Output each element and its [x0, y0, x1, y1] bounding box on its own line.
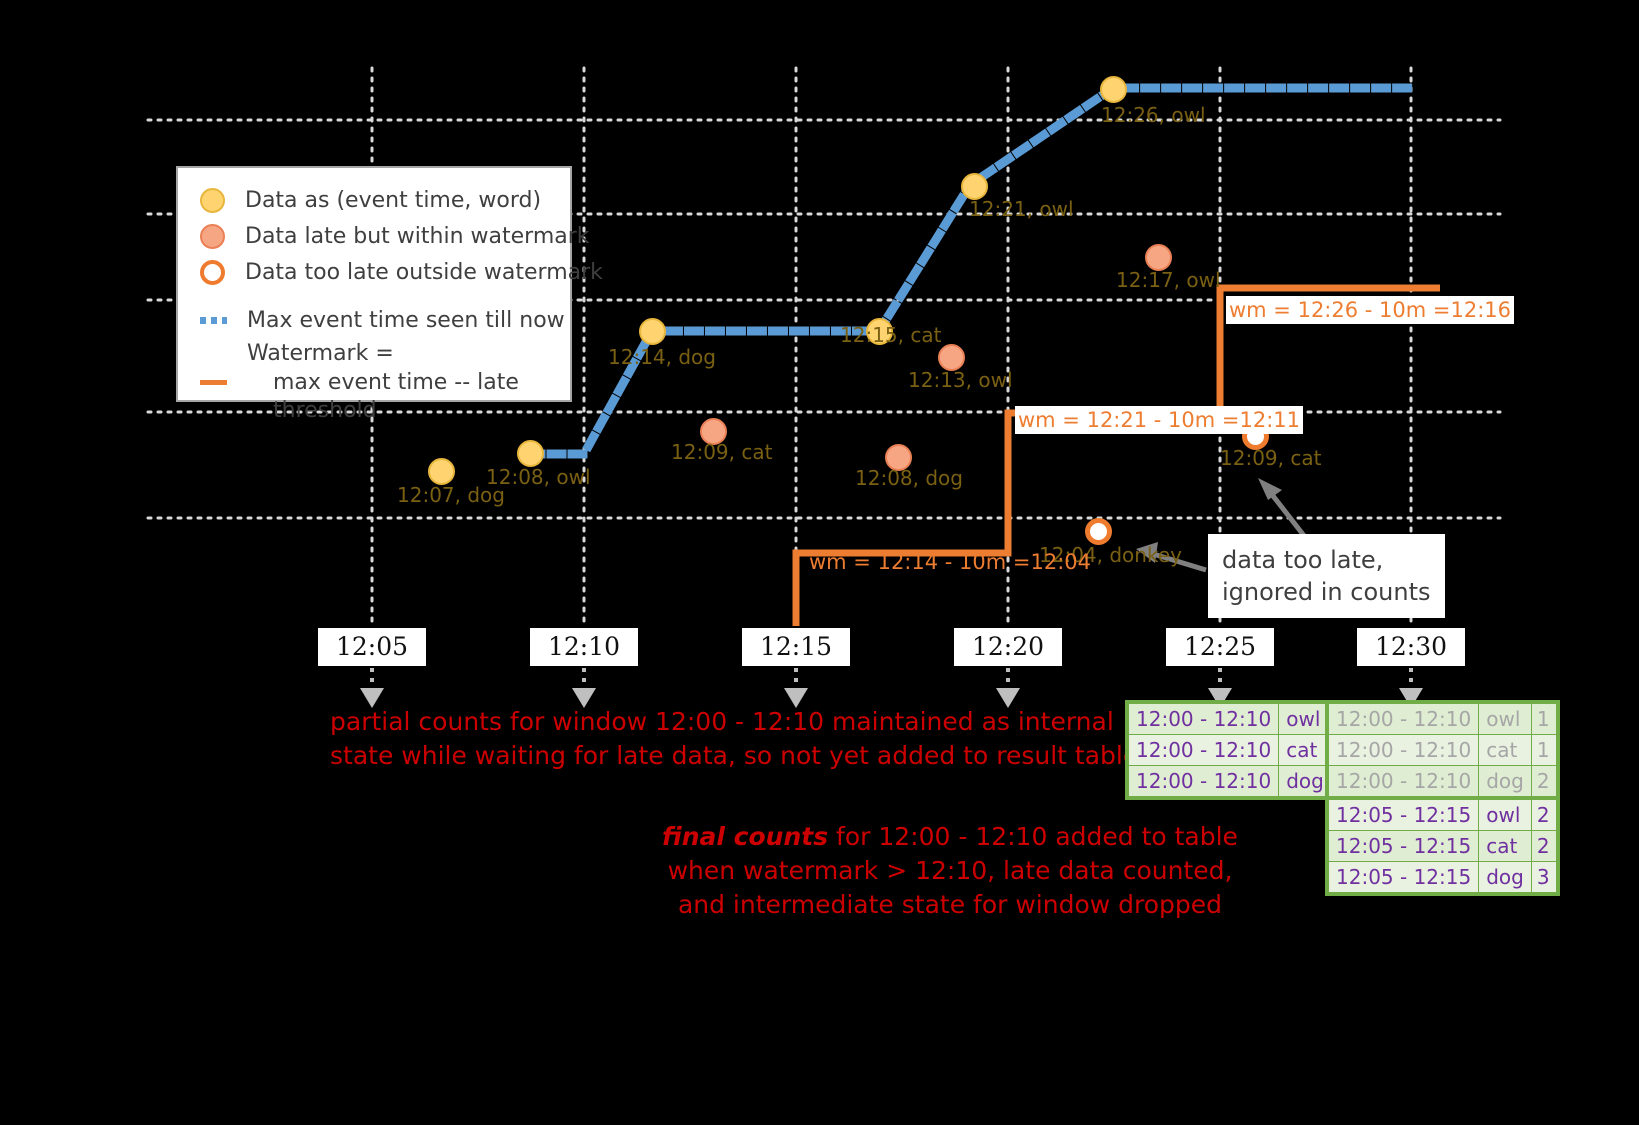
- data-point-1217-owl[interactable]: [1145, 244, 1172, 271]
- legend: Data as (event time, word) Data late but…: [176, 166, 603, 423]
- note-line-3: and intermediate state for window droppe…: [677, 890, 1223, 919]
- note-line-2: when watermark > 12:10, late data counte…: [667, 856, 1233, 885]
- data-point-1214-dog[interactable]: [639, 318, 666, 345]
- hollow-orange-circle-icon: [200, 259, 225, 285]
- data-point-label: 12:09, cat: [1220, 446, 1322, 470]
- note-line-1: for 12:00 - 12:10 added to table: [828, 822, 1238, 851]
- data-point-label: 12:15, cat: [840, 323, 942, 347]
- data-point-label: 12:04, donkey: [1039, 543, 1182, 567]
- word-cell: owl: [1278, 701, 1332, 735]
- yellow-circle-icon: [200, 187, 225, 213]
- watermark-step-line: [792, 284, 1440, 626]
- legend-label: Max event time seen till now: [247, 307, 565, 333]
- data-point-label: 12:07, dog: [397, 483, 505, 507]
- data-point-1208-owl[interactable]: [517, 440, 544, 467]
- data-point-label: 12:08, dog: [855, 466, 963, 490]
- legend-item-late-within: Data late but within watermark: [178, 218, 590, 254]
- watermark-label-1211: wm = 12:21 - 10m =12:11: [1015, 406, 1303, 434]
- word-cell: owl: [1478, 796, 1532, 831]
- window-cell: 12:00 - 12:10: [1126, 701, 1280, 735]
- callout-line-2: ignored in counts: [1222, 578, 1431, 606]
- axis-tick-1210: 12:10: [530, 628, 638, 666]
- note-line-2: state while waiting for late data, so no…: [330, 741, 1139, 770]
- window-cell: 12:05 - 12:15: [1326, 796, 1480, 831]
- word-cell: dog: [1478, 765, 1532, 799]
- table-row: 12:05 - 12:15 cat 2: [1326, 830, 1559, 862]
- data-point-label: 12:26, owl: [1101, 103, 1206, 127]
- window-cell: 12:05 - 12:15: [1326, 830, 1480, 862]
- too-late-callout: data too late, ignored in counts: [1208, 534, 1445, 618]
- word-cell: dog: [1278, 765, 1332, 799]
- axis-tick-1220: 12:20: [954, 628, 1062, 666]
- data-point-1207-dog[interactable]: [428, 458, 455, 485]
- legend-item-too-late: Data too late outside watermark: [178, 254, 603, 290]
- window-cell: 12:00 - 12:10: [1326, 734, 1480, 766]
- data-point-label: 12:21, owl: [969, 197, 1074, 221]
- max-event-time-line: [525, 83, 1416, 459]
- count-cell: 2: [1530, 830, 1559, 862]
- data-point-label: 12:14, dog: [608, 345, 716, 369]
- partial-counts-note: partial counts for window 12:00 - 12:10 …: [330, 705, 1139, 773]
- blue-dotted-line-icon: [200, 316, 227, 324]
- count-cell: 2: [1530, 796, 1559, 831]
- callout-arrows: [1136, 478, 1307, 573]
- watermark-label-1204: wm = 12:14 - 10m =12:04: [809, 550, 1091, 574]
- table-row: 12:05 - 12:15 owl 2: [1326, 796, 1559, 831]
- data-point-1209-cat[interactable]: [700, 418, 727, 445]
- data-point-label: 12:17, owl: [1116, 268, 1221, 292]
- word-cell: cat: [1478, 734, 1532, 766]
- data-point-label: 12:09, cat: [671, 440, 773, 464]
- count-cell: 1: [1530, 701, 1559, 735]
- word-cell: cat: [1478, 830, 1532, 862]
- data-point-1221-owl[interactable]: [961, 173, 988, 200]
- window-cell: 12:00 - 12:10: [1126, 734, 1280, 766]
- legend-label: Data too late outside watermark: [245, 259, 603, 285]
- note-emphasis: final counts: [662, 822, 829, 851]
- salmon-circle-icon: [200, 223, 225, 249]
- orange-solid-line-icon: [200, 380, 227, 386]
- word-cell: cat: [1278, 734, 1332, 766]
- data-point-1208-dog[interactable]: [885, 444, 912, 471]
- table-row: 12:05 - 12:15 dog 3: [1326, 861, 1559, 895]
- legend-item-watermark: Watermark = max event time -- late thres…: [178, 340, 570, 426]
- data-point-1213-owl[interactable]: [938, 344, 965, 371]
- data-point-1204-donkey[interactable]: [1085, 518, 1112, 545]
- data-point-label: 12:13, owl: [908, 368, 1013, 392]
- axis-tick-1225: 12:25: [1166, 628, 1274, 666]
- note-line-1: partial counts for window 12:00 - 12:10 …: [330, 707, 1114, 736]
- count-cell: 1: [1530, 734, 1559, 766]
- window-cell: 12:05 - 12:15: [1326, 861, 1480, 895]
- count-cell: 3: [1530, 861, 1559, 895]
- legend-label: Watermark =: [247, 341, 394, 366]
- word-cell: dog: [1478, 861, 1532, 895]
- legend-label-cont: max event time -- late threshold: [273, 369, 519, 424]
- data-point-1215-cat[interactable]: [866, 318, 893, 345]
- data-point-label: 12:08, owl: [486, 465, 591, 489]
- final-counts-note: final counts for 12:00 - 12:10 added to …: [620, 820, 1280, 922]
- legend-label: Data late but within watermark: [245, 223, 590, 249]
- legend-item-max-event-time: Max event time seen till now: [178, 302, 570, 338]
- legend-label: Data as (event time, word): [245, 187, 542, 213]
- callout-line-1: data too late,: [1222, 546, 1384, 574]
- axis-drop-arrows: [360, 668, 1423, 708]
- legend-item-on-time: Data as (event time, word): [178, 182, 570, 218]
- window-cell: 12:00 - 12:10: [1326, 701, 1480, 735]
- axis-tick-1205: 12:05: [318, 628, 426, 666]
- axis-tick-1215: 12:15: [742, 628, 850, 666]
- window-cell: 12:00 - 12:10: [1126, 765, 1280, 799]
- watermark-label-1216: wm = 12:26 - 10m =12:16: [1226, 296, 1514, 324]
- window-cell: 12:00 - 12:10: [1326, 765, 1480, 799]
- axis-tick-1230: 12:30: [1357, 628, 1465, 666]
- count-cell: 2: [1530, 765, 1559, 799]
- data-point-1226-owl[interactable]: [1100, 76, 1127, 103]
- result-table-1230: 12:00 - 12:10 owl 1 12:00 - 12:10 cat 1 12:00 …: [1325, 700, 1560, 896]
- word-cell: owl: [1478, 701, 1532, 735]
